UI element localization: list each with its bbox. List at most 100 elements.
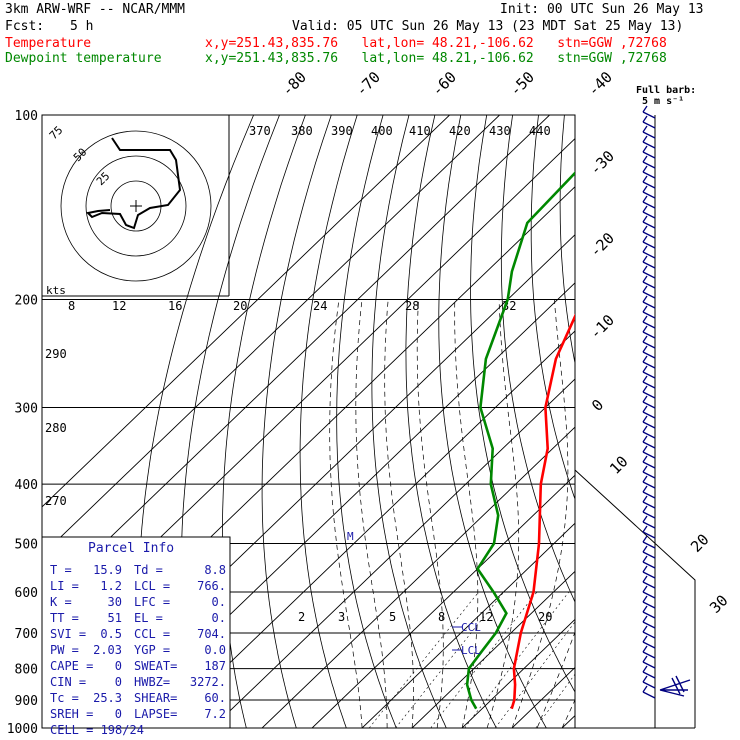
theta-label: 370 — [249, 124, 271, 138]
wind-barb — [642, 385, 656, 399]
isotherm — [261, 426, 575, 728]
mixing-ratio-label: 20 — [538, 610, 552, 624]
hodo-speed-label: 12 — [112, 299, 126, 313]
isotherm-label: 30 — [706, 591, 732, 617]
theta-label: 380 — [291, 124, 313, 138]
isotherm — [361, 522, 575, 728]
isotherm-label: -70 — [352, 68, 384, 100]
mixing-ratio-label: 3 — [338, 610, 345, 624]
parcel-key: HWBZ= — [134, 675, 170, 689]
wind-barb — [642, 325, 656, 339]
parcel-key: CIN = — [50, 675, 86, 689]
parcel-key: SWEAT= — [134, 659, 177, 673]
mixing-ratio-label: 8 — [438, 610, 445, 624]
theta-label: 440 — [529, 124, 551, 138]
wind-barb — [642, 375, 656, 389]
wind-barb — [642, 185, 656, 199]
isotherm-label: -30 — [586, 147, 618, 179]
parcel-value: 2.03 — [93, 643, 122, 657]
theta-label: 290 — [45, 347, 67, 361]
hodo-unit-label: kts — [46, 284, 66, 297]
parcel-key: T = — [50, 563, 72, 577]
pressure-label: 200 — [15, 294, 38, 309]
wind-barb — [642, 465, 656, 479]
hodo-ring — [60, 130, 212, 282]
pressure-label: 400 — [15, 478, 38, 493]
theta-label: 420 — [449, 124, 471, 138]
hodo-ring-label: 25 — [94, 170, 113, 189]
wind-barb — [642, 655, 656, 669]
wind-barb — [642, 525, 656, 539]
wind-barb — [642, 345, 656, 359]
parcel-key: SVI = — [50, 627, 86, 641]
parcel-key: Td = — [134, 563, 163, 577]
mixing-ratio-label: 2 — [298, 610, 305, 624]
isotherm-label: -20 — [586, 229, 618, 261]
wind-barb — [642, 285, 656, 299]
isotherm-label: -50 — [506, 68, 538, 100]
hodo-trace — [85, 137, 182, 230]
hodo-origin — [130, 200, 142, 212]
moist-adiabat — [612, 300, 740, 729]
isotherm — [411, 570, 575, 728]
model-title: 3km ARW-WRF -- NCAR/MMM — [5, 2, 186, 17]
wind-barb — [642, 425, 656, 439]
wind-barb — [642, 135, 656, 149]
wind-barb — [642, 405, 656, 419]
isotherm — [662, 115, 740, 728]
valid-time: Valid: 05 UTC Sun 26 May 13 (23 MDT Sat … — [292, 19, 684, 34]
forecast-label: Fcst: — [5, 19, 45, 34]
dry-adiabat — [470, 115, 575, 693]
wind-barb — [642, 255, 656, 269]
wind-panel-edge — [574, 469, 696, 728]
legend-dewpoint-info: x,y=251.43,835.76 lat,lon= 48.21,-106.62… — [205, 51, 667, 66]
hodo-ring-label: 50 — [71, 146, 90, 165]
parcel-key: LI = — [50, 579, 79, 593]
wind-barb — [642, 495, 656, 509]
parcel-key: CCL = — [134, 627, 170, 641]
parcel-value: 0. — [212, 611, 226, 625]
isotherm — [461, 618, 575, 728]
parcel-value: 704. — [197, 627, 226, 641]
wind-barb — [642, 315, 656, 329]
wind-barb — [642, 265, 656, 279]
wind-barb — [642, 205, 656, 219]
wind-barb — [642, 555, 656, 569]
isotherm — [161, 330, 575, 728]
hodo-speed-label: 16 — [168, 299, 182, 313]
wind-barb — [642, 105, 656, 119]
dry-adiabat — [336, 115, 397, 728]
wind-barb — [642, 625, 656, 639]
parcel-value: 187 — [204, 659, 226, 673]
mixing-ratio-label: 12 — [479, 610, 493, 624]
wind-barb — [642, 515, 656, 529]
wind-barb — [642, 455, 656, 469]
moist-adiabat — [587, 300, 740, 729]
theta-label: 280 — [45, 421, 67, 435]
pressure-label: 100 — [15, 109, 38, 124]
dry-adiabat — [500, 115, 575, 603]
parcel-value: 7.2 — [204, 707, 226, 721]
barb-legend: 5 m s⁻¹ — [642, 96, 684, 107]
isotherm — [311, 474, 575, 728]
wind-barb — [642, 125, 656, 139]
parcel-key: CAPE = — [50, 659, 93, 673]
pressure-label: 500 — [15, 537, 38, 552]
mixing-ratio-line — [464, 591, 570, 728]
wind-barb — [642, 645, 656, 659]
parcel-value: 0.5 — [100, 627, 122, 641]
parcel-box — [41, 536, 231, 729]
ccl-label: CCL — [461, 621, 481, 634]
isotherm — [42, 115, 450, 508]
isotherm — [42, 115, 550, 604]
isotherm-label: 10 — [606, 452, 632, 478]
dry-adiabat — [642, 115, 740, 728]
parcel-key: EL = — [134, 611, 163, 625]
dry-adiabat — [720, 115, 740, 728]
dry-adiabat — [559, 115, 575, 366]
parcel-value: 1.2 — [100, 579, 122, 593]
wind-barb — [642, 295, 656, 309]
parcel-value: 766. — [197, 579, 226, 593]
marker-m: M — [347, 530, 354, 543]
hodo-speed-label: 28 — [405, 299, 419, 313]
